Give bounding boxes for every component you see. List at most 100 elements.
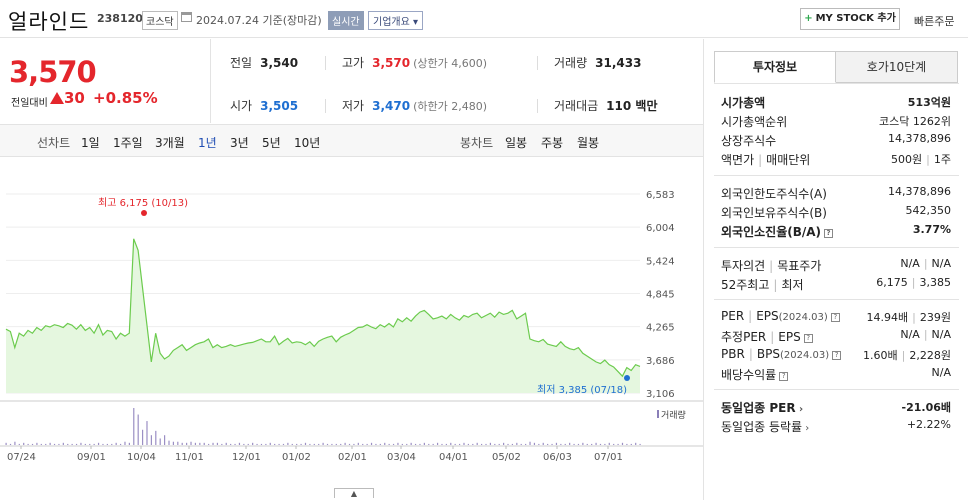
realtime-button[interactable]: 실시간 [328, 11, 364, 30]
price-chart[interactable]: 6,583 6,004 5,424 4,845 4,265 3,686 3,106 최고 6,… [0, 158, 703, 500]
volume-bar [287, 442, 289, 445]
x-tick-label: 02/01 [338, 452, 367, 463]
collapse-chart-button[interactable]: ▲ [334, 488, 374, 498]
change-value: 30 [64, 89, 85, 107]
period-1d[interactable]: 1일 [81, 136, 100, 150]
plus-icon: + [804, 13, 813, 24]
volume-bar [194, 442, 197, 445]
info-row-per: PER | EPS(2024.03)? 14.94배 | 239원 [721, 309, 951, 324]
volume-bar [203, 442, 205, 445]
volume-bar [379, 443, 381, 445]
volume-label: 거래량 [661, 409, 686, 421]
period-3y[interactable]: 3년 [230, 136, 249, 150]
volume-bar [639, 443, 641, 445]
period-10y[interactable]: 10년 [294, 136, 321, 150]
price-area [6, 238, 640, 393]
volume-bar [190, 441, 192, 445]
fl-ratio-label: 외국인소진율(B/A) [721, 225, 822, 239]
volume-bar [635, 442, 637, 445]
est-per-label: 추정PER [721, 330, 767, 344]
volume-bar [375, 443, 377, 445]
market-badge: 코스닥 [142, 11, 178, 30]
volume-bar [256, 443, 258, 445]
opinion-value: N/A [900, 257, 920, 270]
help-icon[interactable]: ? [832, 351, 842, 360]
volume-bar [547, 443, 549, 445]
low-marker [624, 375, 630, 381]
fl-hold-value: 542,350 [905, 204, 952, 217]
period-1y[interactable]: 1년 [198, 136, 217, 150]
par-value: 500원 [891, 153, 923, 166]
info-row-fl-hold: 외국인보유주식수(B) 542,350 [721, 204, 951, 220]
wk52-high-label: 52주최고 [721, 278, 770, 292]
info-row-ind-chg: 동일업종 등락률 › +2.22% [721, 418, 951, 434]
volume-bar [551, 443, 553, 445]
help-icon[interactable]: ? [824, 229, 834, 238]
volume-bar [282, 443, 285, 445]
stat-prev-value: 3,540 [260, 56, 299, 70]
volume-bar [168, 440, 170, 445]
invest-info-panel: 투자정보 호가10단계 시가총액 513억원 시가총액순위 코스닥 1262위 상장… [703, 39, 968, 500]
stat-amount-value: 110 백만 [606, 99, 658, 113]
stat-amount: 거래대금 110 백만 [554, 97, 657, 114]
volume-bar [243, 443, 245, 445]
chevron-right-icon: › [795, 404, 804, 415]
help-icon[interactable]: ? [803, 334, 813, 343]
volume-bar [14, 441, 16, 445]
ind-chg-value: +2.22% [906, 418, 951, 431]
y-tick-label: 6,004 [646, 223, 675, 234]
stat-open-label: 시가 [230, 99, 253, 113]
volume-bar [274, 443, 276, 445]
x-tick-label: 01/02 [282, 452, 311, 463]
mystock-add-button[interactable]: + MY STOCK 추가 [800, 8, 900, 30]
volume-bar [388, 443, 390, 445]
volume-legend-swatch [657, 410, 659, 418]
chart-svg: 6,583 6,004 5,424 4,845 4,265 3,686 3,106 최고 6,… [0, 190, 703, 463]
info-row-dividend: 배당수익률? N/A [721, 366, 951, 382]
volume-bar [304, 442, 307, 445]
volume-bar [599, 443, 602, 445]
volume-bar [67, 443, 69, 445]
candle-weekly[interactable]: 주봉 [541, 136, 564, 150]
volume-bar [300, 443, 302, 445]
volume-bar [159, 438, 161, 445]
quick-order-button[interactable]: 빠른주문 [914, 15, 955, 28]
company-info-dropdown[interactable]: 기업개요 ▾ [368, 11, 424, 30]
volume-bar [322, 442, 324, 445]
volume-bar [564, 443, 566, 445]
volume-bar [595, 442, 597, 445]
volume-bar [538, 443, 540, 445]
volume-bar [252, 442, 254, 445]
volume-bar [498, 443, 500, 445]
volume-bar [516, 442, 518, 445]
pbr-label: PBR [721, 347, 745, 361]
price-line [5, 238, 641, 378]
x-tick-label: 12/01 [232, 452, 261, 463]
volume-bar [617, 443, 619, 445]
price-box: 3,570 전일대비 30 +0.85% [0, 39, 211, 123]
volume-bar [89, 443, 91, 445]
help-icon[interactable]: ? [830, 313, 840, 322]
period-5y[interactable]: 5년 [262, 136, 281, 150]
volume-bar [49, 442, 51, 445]
volume-bar [370, 442, 373, 445]
stock-name: 얼라인드 [8, 10, 90, 34]
volume-bar [604, 443, 606, 445]
low-annotation: 최저 3,385 (07/18) [537, 384, 627, 396]
period-1w[interactable]: 1주일 [113, 136, 143, 150]
volume-bar [489, 442, 492, 445]
tab-orderbook[interactable]: 호가10단계 [836, 51, 958, 83]
volume-bar [124, 441, 126, 445]
tab-invest-info[interactable]: 투자정보 [714, 51, 836, 83]
volume-bar [423, 442, 425, 445]
line-chart-label: 선차트 [37, 136, 71, 150]
info-row-pbr: PBR | BPS(2024.03)? 1.60배 | 2,228원 [721, 347, 951, 362]
volume-bar [106, 443, 108, 445]
candle-monthly[interactable]: 월봉 [577, 136, 600, 150]
fl-ratio-value: 3.77% [912, 223, 951, 236]
volume-bar [335, 443, 337, 445]
info-row-fl-limit: 외국인한도주식수(A) 14,378,896 [721, 185, 951, 201]
help-icon[interactable]: ? [779, 372, 789, 381]
candle-daily[interactable]: 일봉 [505, 136, 528, 150]
period-3m[interactable]: 3개월 [155, 136, 185, 150]
